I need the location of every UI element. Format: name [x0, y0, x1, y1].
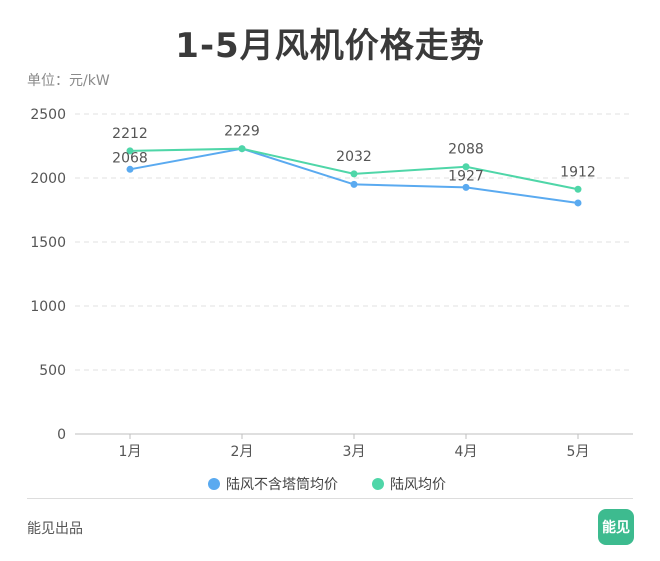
- series-0-point-3: [462, 183, 470, 191]
- series-0-label-3: 1927: [448, 168, 484, 184]
- series-1-point-2: [350, 170, 358, 178]
- y-tick-label-1000: 1000: [30, 299, 66, 315]
- line-chart: 0 500 1000 1500 2000 2500 1月 2月 3月 4月 5月 2068 1927 22…: [30, 107, 633, 493]
- y-tick-label-1500: 1500: [30, 235, 66, 251]
- x-tick-label-1: 2月: [231, 444, 254, 460]
- series-0-point-4: [574, 199, 582, 207]
- footer-source: 能见出品: [27, 521, 83, 537]
- series-1-point-0: [126, 147, 134, 155]
- unit-label: 单位：元/kW: [27, 73, 110, 89]
- series-1-label-1: 2229: [224, 124, 260, 140]
- series-1-label-3: 2088: [448, 142, 484, 158]
- series-0-point-0: [126, 165, 134, 173]
- series-1-label-0: 2212: [112, 126, 148, 142]
- series-1-label-2: 2032: [336, 149, 372, 165]
- x-tick-label-4: 5月: [567, 444, 590, 460]
- legend-label-0: 陆风不含塔筒均价: [226, 476, 338, 493]
- x-tick-label-0: 1月: [119, 444, 142, 460]
- series-0-point-2: [350, 180, 358, 188]
- y-tick-label-2500: 2500: [30, 107, 66, 123]
- legend-marker-1: [372, 478, 384, 490]
- series-1-point-4: [574, 185, 582, 193]
- y-tick-label-500: 500: [39, 363, 66, 379]
- brand-logo: 能见: [598, 509, 634, 545]
- series-1-point-3: [462, 163, 470, 171]
- chart-title: 1-5月风机价格走势: [175, 26, 485, 66]
- series-1-label-4: 1912: [560, 164, 596, 180]
- x-tick-label-2: 3月: [343, 444, 366, 460]
- footer-divider: [27, 498, 633, 499]
- series-1-point-1: [238, 145, 246, 153]
- legend-label-1: 陆风均价: [390, 477, 446, 493]
- y-tick-label-2000: 2000: [30, 171, 66, 187]
- series-0-label-0: 2068: [112, 150, 148, 166]
- x-tick-label-3: 4月: [455, 444, 478, 460]
- legend-marker-0: [208, 478, 220, 490]
- y-tick-label-0: 0: [57, 427, 66, 443]
